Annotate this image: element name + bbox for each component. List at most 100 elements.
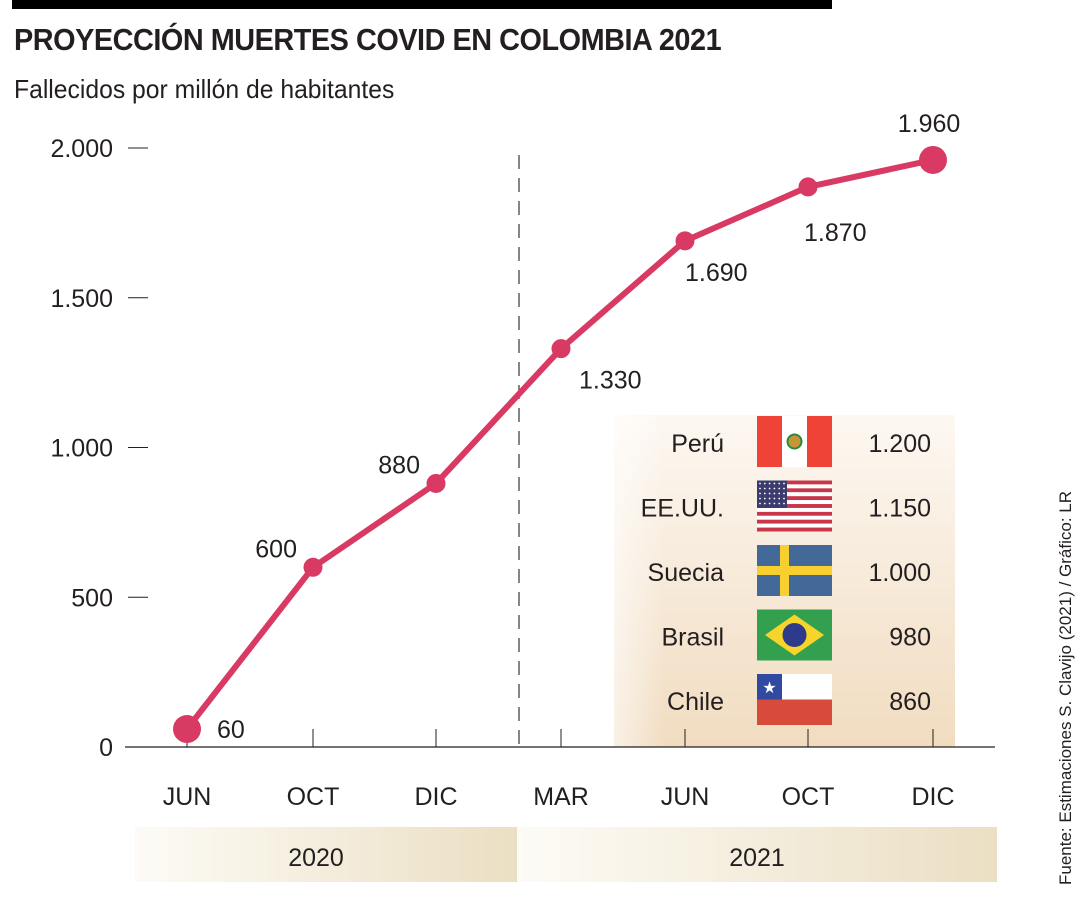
- data-label: 880: [378, 451, 420, 479]
- flag-part: [757, 507, 832, 512]
- year-label: 2020: [288, 844, 344, 872]
- usa-flag-icon: [757, 480, 832, 532]
- flag-part: [757, 523, 832, 528]
- x-tick-label: DIC: [911, 783, 954, 811]
- y-tick-label: 1.000: [50, 435, 113, 463]
- table-country: Brasil: [661, 624, 724, 652]
- year-band-2021: [517, 827, 997, 882]
- x-tick-label: JUN: [163, 783, 212, 811]
- flag-part: [807, 416, 832, 467]
- flag-part: [759, 492, 761, 495]
- table-country: Chile: [667, 688, 724, 716]
- data-label: 1.870: [804, 219, 867, 247]
- flag-part: [757, 566, 832, 575]
- flag-part: [783, 482, 785, 485]
- table-value: 980: [889, 624, 931, 652]
- y-tick-label: 1.500: [50, 285, 113, 313]
- chart-subtitle: Fallecidos por millón de habitantes: [14, 74, 395, 104]
- flag-part: [783, 492, 785, 495]
- data-label: 60: [217, 716, 245, 744]
- data-label: 600: [255, 535, 297, 563]
- brazil-flag-icon: [757, 609, 832, 661]
- data-point: [426, 473, 446, 493]
- flag-part: [768, 487, 771, 490]
- flag-part: [763, 482, 766, 485]
- peru-flag-icon: [757, 416, 832, 467]
- flag-part: [759, 497, 761, 500]
- flag-part: [759, 487, 761, 490]
- flag-part: ★: [762, 680, 776, 697]
- x-tick-label: OCT: [287, 783, 340, 811]
- flag-part: [757, 484, 832, 489]
- flag-part: [768, 502, 771, 505]
- y-tick-label: 2.000: [50, 135, 113, 163]
- flag-part: [778, 487, 781, 490]
- table-country: EE.UU.: [641, 495, 724, 523]
- data-point: [551, 339, 571, 359]
- flag-part: [778, 482, 781, 485]
- flag-part: [759, 482, 761, 485]
- x-tick-label: DIC: [414, 783, 457, 811]
- flag-part: [757, 492, 832, 497]
- flag-part: [773, 487, 776, 490]
- flag-part: [783, 502, 785, 505]
- flag-part: [759, 502, 761, 505]
- flag-part: [783, 487, 785, 490]
- table-value: 1.000: [868, 559, 931, 587]
- flag-part: [778, 497, 781, 500]
- x-tick-label: JUN: [661, 783, 710, 811]
- flag-part: [773, 482, 776, 485]
- flag-part: [757, 500, 832, 505]
- flag-part: [763, 487, 766, 490]
- data-point: [798, 177, 818, 197]
- flag-part: [768, 497, 771, 500]
- table-value: 1.200: [868, 430, 931, 458]
- table-country: Perú: [671, 430, 724, 458]
- year-label: 2021: [729, 844, 785, 872]
- chart-title: PROYECCIÓN MUERTES COVID EN COLOMBIA 202…: [14, 22, 722, 57]
- flag-part: [757, 480, 832, 485]
- flag-part: [757, 496, 832, 501]
- table-value: 1.150: [868, 495, 931, 523]
- flag-part: [773, 502, 776, 505]
- flag-part: [763, 497, 766, 500]
- flag-part: [757, 511, 832, 516]
- table-value: 860: [889, 688, 931, 716]
- data-point: [303, 557, 323, 577]
- flag-part: [782, 623, 807, 647]
- flag-part: [763, 492, 766, 495]
- flag-part: [783, 497, 785, 500]
- flag-part: [773, 497, 776, 500]
- data-label: 1.960: [898, 110, 961, 138]
- flag-part: [757, 515, 832, 520]
- flag-part: [786, 433, 803, 450]
- x-tick-label: OCT: [782, 783, 835, 811]
- data-point: [919, 145, 947, 174]
- top-rule: [12, 0, 832, 9]
- data-label: 1.330: [579, 367, 642, 395]
- data-point: [675, 231, 695, 251]
- y-tick-label: 500: [71, 584, 113, 612]
- table-country: Suecia: [648, 559, 725, 587]
- chile-flag-icon: ★: [757, 674, 832, 725]
- flag-part: [768, 492, 771, 495]
- flag-part: [768, 482, 771, 485]
- x-tick-label: MAR: [533, 783, 589, 811]
- flag-part: [757, 527, 832, 532]
- flag-part: [778, 502, 781, 505]
- flag-part: [757, 699, 832, 725]
- data-label: 1.690: [685, 259, 748, 287]
- flag-part: [773, 492, 776, 495]
- year-band-2020: [135, 827, 517, 882]
- flag-part: [757, 504, 832, 508]
- y-tick-label: 0: [99, 734, 113, 762]
- flag-part: [757, 488, 832, 493]
- flag-part: [757, 519, 832, 524]
- data-point: [173, 715, 201, 744]
- flag-part: [778, 492, 781, 495]
- flag-part: [757, 480, 787, 508]
- flag-part: [763, 502, 766, 505]
- flag-part: [757, 416, 782, 467]
- flag-part: [757, 674, 782, 700]
